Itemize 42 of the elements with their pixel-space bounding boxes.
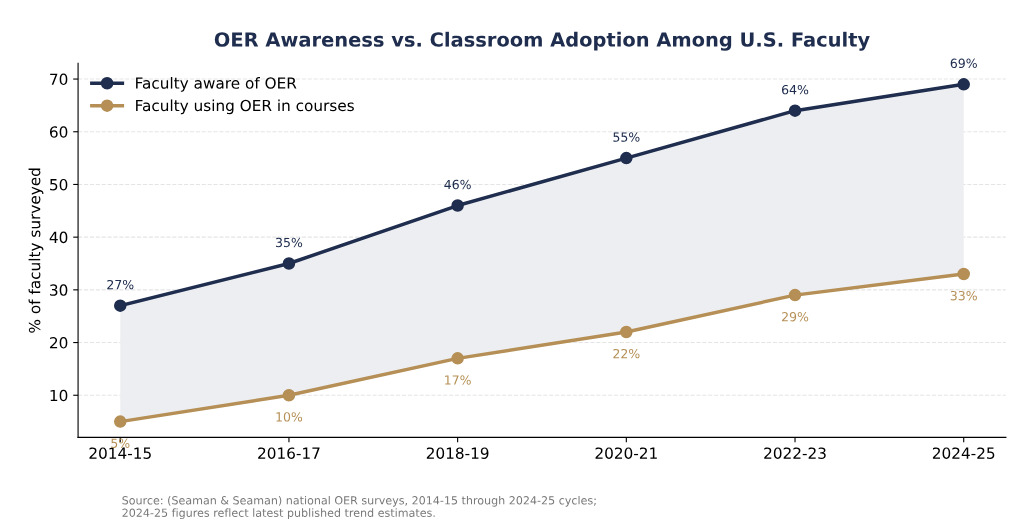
y-tick-label: 10 (50, 389, 68, 402)
point (282, 388, 296, 402)
data-label: 69% (950, 58, 977, 69)
x-tick-label: 2020-21 (595, 447, 657, 459)
y-tick-label: 60 (49, 126, 68, 138)
x-tick-label: 2014-15 (89, 447, 151, 459)
data-label: 35% (276, 237, 303, 248)
y-tick-label: 50 (50, 178, 68, 191)
point (620, 151, 633, 165)
data-label: 5% (111, 438, 130, 448)
legend-label: Faculty using OER in courses (136, 99, 354, 115)
point (957, 267, 970, 281)
point (282, 257, 296, 270)
source-note: Source: (Seaman & Seaman) national OER surveys, 2014-15 through 2024-25 cycles; 2024-25 figures reflect latest published trend estimates. (122, 495, 596, 520)
point (620, 325, 633, 339)
y-tick-label: 40 (49, 231, 68, 244)
x-tick-label: 2024-25 (932, 447, 995, 459)
data-label: 64% (782, 84, 809, 95)
x-tick-label: 2016-17 (258, 447, 320, 459)
data-label: 22% (613, 348, 640, 359)
x-tick-label: 2018-19 (426, 447, 489, 459)
data-label: 27% (107, 279, 134, 290)
data-label: 33% (950, 290, 977, 301)
y-tick-label: 20 (50, 337, 68, 349)
y-tick-label: 30 (50, 284, 68, 296)
point (451, 352, 464, 365)
y-axis-title: % of faculty surveyed (28, 168, 44, 333)
point (788, 288, 802, 302)
data-label: 17% (445, 375, 471, 385)
x-tick-label: 2022-23 (764, 447, 826, 459)
data-label: 29% (782, 312, 809, 322)
data-label: 55% (613, 132, 640, 142)
point (451, 199, 464, 212)
legend-label: Faculty aware of OER (136, 76, 297, 92)
point (114, 299, 127, 312)
point (114, 415, 127, 428)
data-label: 10% (276, 412, 303, 422)
data-label: 46% (444, 179, 471, 190)
chart-title: OER Awareness vs. Classroom Adoption Among U.S. Faculty (214, 31, 870, 51)
point (957, 78, 970, 91)
y-tick-label: 70 (50, 73, 68, 86)
point (788, 104, 802, 117)
